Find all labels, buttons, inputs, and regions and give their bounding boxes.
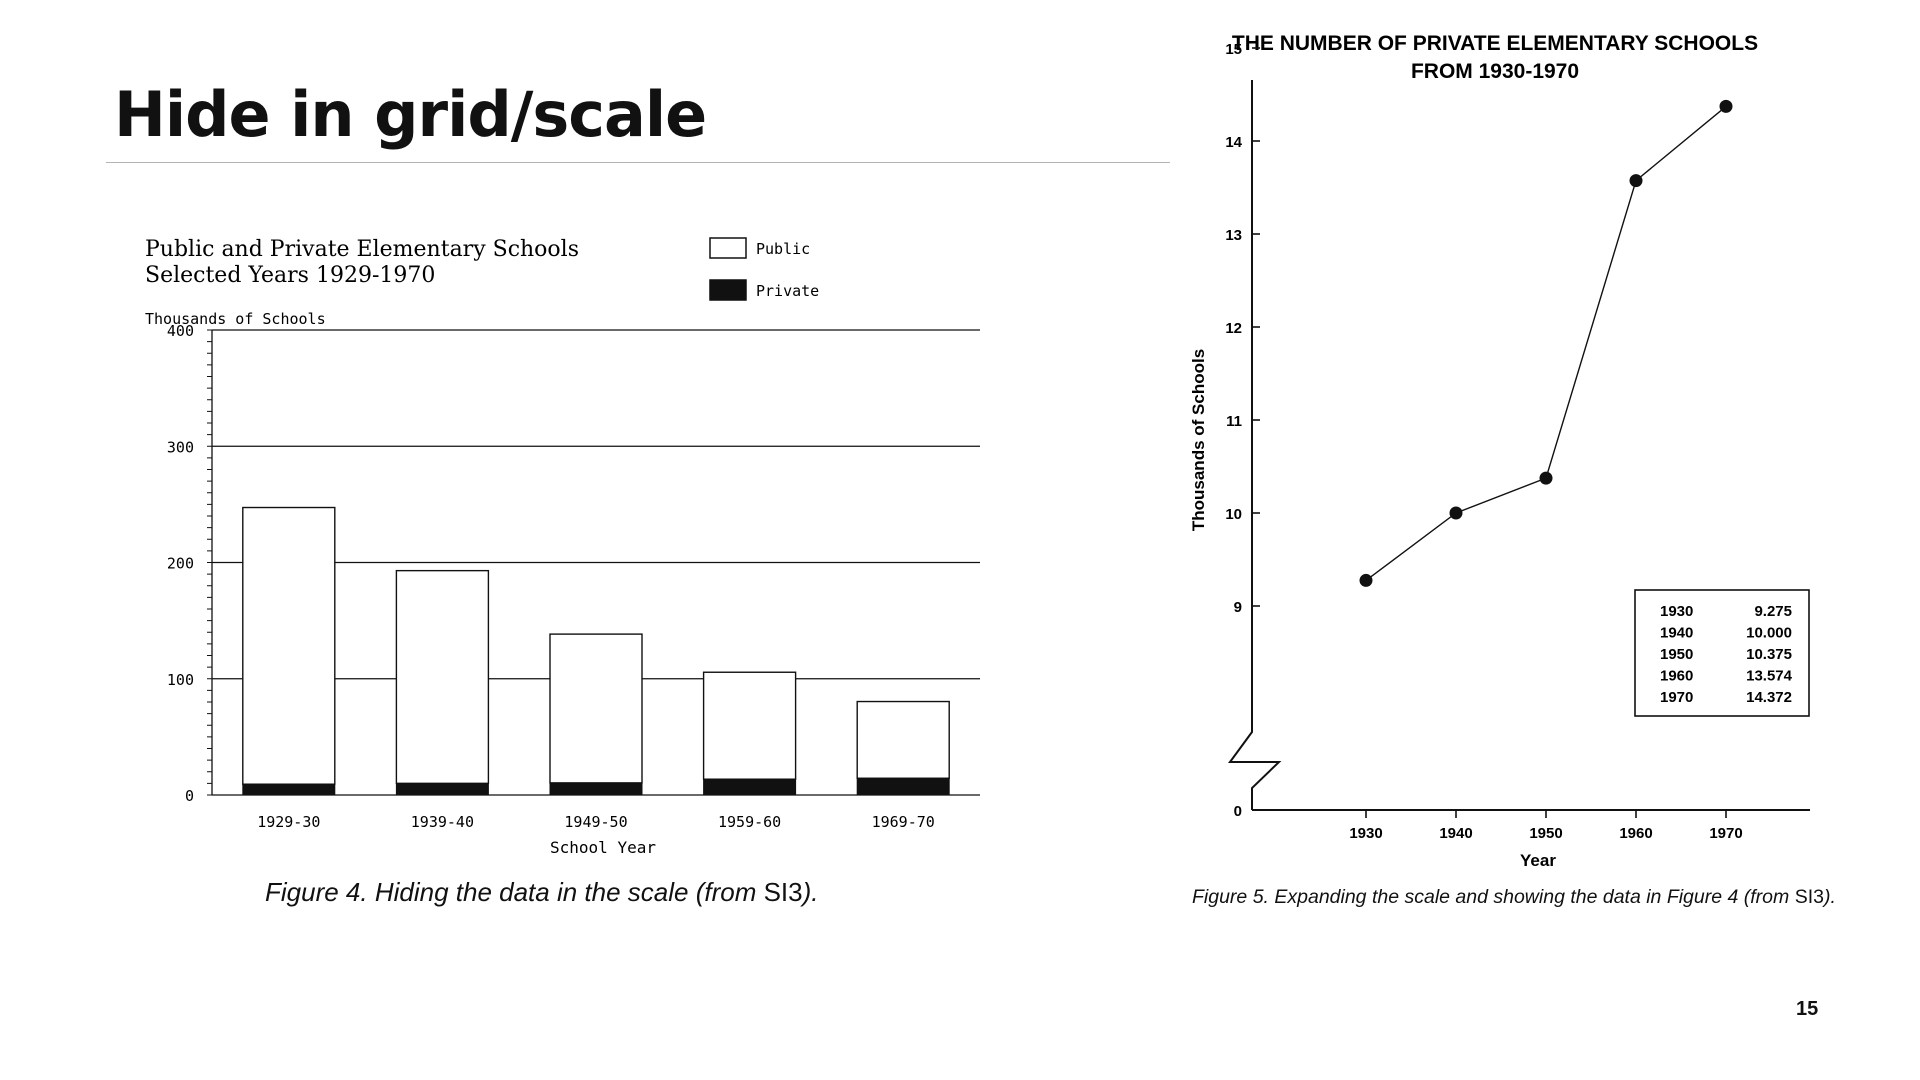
y-axis-with-break — [1228, 80, 1282, 810]
figure-4-caption-prefix: Figure 4. Hiding the data in the scale (… — [265, 877, 764, 907]
y-tick-label-12: 12 — [1225, 320, 1242, 337]
bar-chart-xlabel: School Year — [550, 838, 656, 857]
x-tick-label-1959-60: 1959-60 — [718, 813, 781, 831]
line-chart-title: THE NUMBER OF PRIVATE ELEMENTARY SCHOOLS — [1232, 32, 1758, 55]
figure-5-caption-source: SI3 — [1794, 886, 1824, 908]
line-chart: THE NUMBER OF PRIVATE ELEMENTARY SCHOOLS… — [1189, 32, 1810, 870]
table-value-1970: 14.372 — [1746, 689, 1792, 706]
x-tick-label-1930: 1930 — [1349, 825, 1382, 842]
table-year-1930: 1930 — [1660, 603, 1693, 620]
series-line — [1365, 105, 1727, 581]
bar-private-1959-60 — [703, 778, 797, 796]
bar-public-1949-50 — [549, 633, 643, 784]
table-value-1960: 13.574 — [1746, 668, 1793, 685]
bar-private-1929-30 — [242, 783, 336, 796]
bar-chart-x-ticks: 1929-30 1939-40 1949-50 1959-60 1969-70 — [257, 813, 935, 831]
line-chart-axes — [1228, 80, 1810, 811]
bar-chart-subtitle: Selected Years 1929-1970 — [145, 263, 435, 288]
figure-5-caption-suffix: ). — [1823, 886, 1836, 908]
legend-label-private: Private — [756, 282, 819, 300]
data-point-1940 — [1449, 506, 1463, 520]
bar-public-1969-70 — [856, 700, 950, 779]
bar-chart-bars — [242, 506, 950, 796]
table-year-1950: 1950 — [1660, 646, 1693, 663]
line-chart-xlabel: Year — [1520, 851, 1556, 870]
y-tick-label-13: 13 — [1225, 227, 1242, 244]
y-tick-label-14: 14 — [1225, 134, 1242, 151]
bar-private-1969-70 — [856, 777, 950, 796]
bar-public-1929-30 — [242, 506, 336, 785]
y-tick-label-15: 15 — [1225, 41, 1242, 58]
bar-public-1959-60 — [702, 671, 797, 780]
line-chart-y-ticks: 0 9 10 11 12 13 14 15 — [1225, 41, 1260, 820]
x-tick-label-1970: 1970 — [1709, 825, 1742, 842]
x-tick-label-1949-50: 1949-50 — [564, 813, 627, 831]
data-table-frame — [1634, 589, 1810, 717]
y-tick-label-9: 9 — [1234, 599, 1242, 616]
data-point-1930 — [1359, 573, 1373, 587]
bar-chart-legend: Public Private — [709, 237, 819, 301]
figure-4-caption-source: SI3 — [763, 877, 803, 907]
bar-chart-title: Public and Private Elementary Schools — [145, 237, 579, 262]
x-tick-label-1969-70: 1969-70 — [872, 813, 935, 831]
data-point-1950 — [1539, 471, 1553, 485]
line-chart-ylabel: Thousands of Schools — [1189, 349, 1208, 531]
legend-label-public: Public — [756, 240, 810, 258]
y-tick-label-200: 200 — [167, 555, 194, 573]
line-chart-x-ticks: 1930 1940 1950 1960 1970 — [1349, 810, 1743, 842]
line-chart-data-table: 1930 9.275 1940 10.000 1950 10.375 1960 13.574 1… — [1634, 589, 1810, 717]
x-tick-label-1960: 1960 — [1619, 825, 1652, 842]
data-point-1960 — [1629, 174, 1643, 188]
line-chart-subtitle: FROM 1930-1970 — [1411, 60, 1579, 83]
y-tick-label-100: 100 — [167, 671, 194, 689]
legend-swatch-public — [709, 237, 747, 259]
bar-chart-ylabel: Thousands of Schools — [145, 310, 326, 328]
table-year-1940: 1940 — [1660, 625, 1693, 642]
y-tick-label-300: 300 — [167, 438, 194, 456]
y-tick-label-0: 0 — [1234, 803, 1242, 820]
figure-4-caption: Figure 4. Hiding the data in the scale (… — [265, 877, 819, 908]
title-divider — [106, 162, 1170, 163]
x-tick-label-1950: 1950 — [1529, 825, 1562, 842]
page-number: 15 — [1796, 998, 1819, 1020]
bar-private-1939-40 — [395, 782, 489, 796]
data-table-rows: 1930 9.275 1940 10.000 1950 10.375 1960 13.574 1… — [1660, 603, 1793, 706]
table-year-1960: 1960 — [1660, 668, 1693, 685]
y-tick-label-10: 10 — [1225, 506, 1242, 523]
x-tick-label-1940: 1940 — [1439, 825, 1472, 842]
slide-title: Hide in grid/scale — [114, 78, 707, 151]
y-tick-label-0: 0 — [185, 787, 194, 805]
table-year-1970: 1970 — [1660, 689, 1693, 706]
legend-swatch-private — [709, 279, 747, 301]
data-point-1970 — [1719, 99, 1733, 113]
figure-4-caption-suffix: ). — [802, 877, 819, 907]
bar-private-1949-50 — [549, 782, 643, 796]
table-value-1930: 9.275 — [1754, 603, 1792, 620]
figure-5-caption-prefix: Figure 5. Expanding the scale and showin… — [1192, 886, 1795, 908]
line-chart-series — [1359, 99, 1733, 587]
x-tick-label-1939-40: 1939-40 — [411, 813, 474, 831]
y-tick-label-400: 400 — [167, 322, 194, 340]
table-value-1940: 10.000 — [1746, 625, 1792, 642]
table-value-1950: 10.375 — [1746, 646, 1792, 663]
bar-chart-y-axis: 0 100 200 300 400 — [167, 322, 213, 805]
bar-chart: Public and Private Elementary Schools Se… — [145, 237, 980, 857]
bar-public-1939-40 — [395, 569, 490, 785]
y-tick-label-11: 11 — [1226, 413, 1242, 430]
figure-5-caption: Figure 5. Expanding the scale and showin… — [1192, 884, 1842, 910]
x-tick-label-1929-30: 1929-30 — [257, 813, 320, 831]
